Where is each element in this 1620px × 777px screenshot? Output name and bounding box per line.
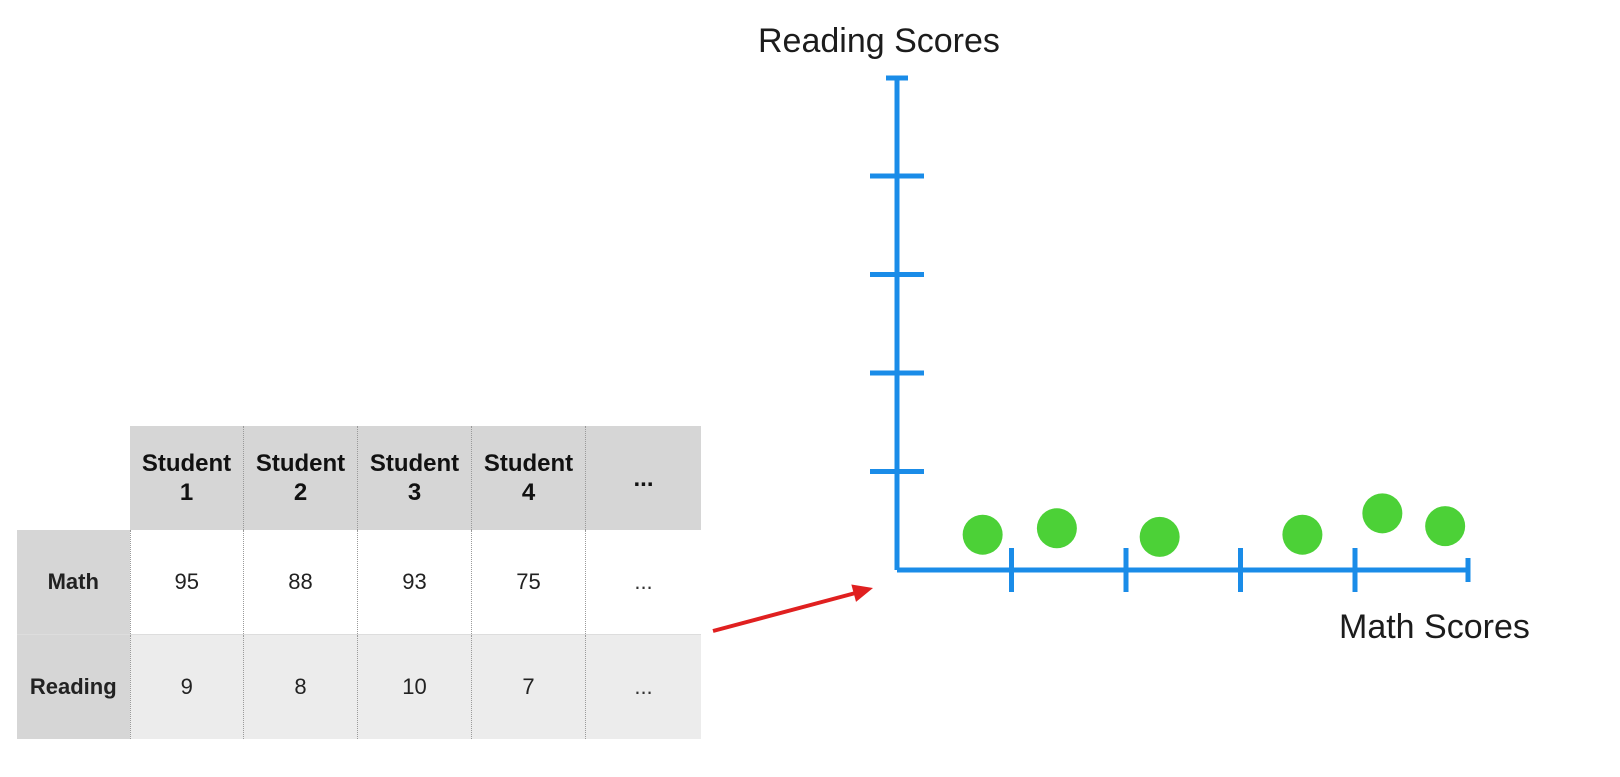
data-table: Student 1 Student 2 Student 3 Student 4 …	[17, 426, 701, 739]
column-header-line: Student	[255, 450, 346, 477]
row-header: Reading	[17, 634, 130, 739]
data-point	[1139, 516, 1180, 557]
column-header: Student 2	[243, 426, 358, 530]
table-cell-more: ...	[585, 530, 701, 635]
row-header: Math	[17, 530, 130, 635]
column-header: Student 1	[130, 426, 244, 530]
column-header-line: 2	[293, 479, 308, 506]
column-header-line: 1	[179, 479, 194, 506]
table-cell: 95	[129, 530, 244, 635]
x-axis-title: Math Scores	[1339, 608, 1530, 646]
column-header-line: Student	[483, 450, 574, 477]
column-header-more: ...	[585, 426, 701, 530]
table-cell: 7	[471, 634, 586, 739]
table-cell: 10	[357, 634, 472, 739]
column-header: Student 3	[357, 426, 472, 530]
table-header-row: Student 1 Student 2 Student 3 Student 4 …	[17, 426, 701, 530]
column-header-line: 3	[407, 479, 422, 506]
column-header-line: 4	[521, 479, 536, 506]
column-header-line: Student	[141, 450, 232, 477]
data-point	[1362, 493, 1403, 534]
data-point	[962, 514, 1003, 555]
table-cell: 93	[357, 530, 472, 635]
data-point	[1425, 506, 1466, 547]
data-point	[1282, 514, 1323, 555]
column-header: Student 4	[471, 426, 586, 530]
mapping-arrow-shaft	[712, 589, 864, 633]
table-cell: 88	[243, 530, 358, 635]
column-header-line: ...	[633, 464, 654, 492]
table-row: Math 95 88 93 75 ...	[17, 530, 701, 635]
table-cell-more: ...	[585, 634, 701, 739]
y-axis-title: Reading Scores	[758, 22, 1000, 60]
table-cell: 75	[471, 530, 586, 635]
table-cell: 8	[243, 634, 358, 739]
column-header-line: Student	[369, 450, 460, 477]
table-cell: 9	[129, 634, 244, 739]
mapping-arrow-head	[851, 584, 873, 602]
table-row: Reading 9 8 10 7 ...	[17, 634, 701, 739]
data-point	[1036, 508, 1077, 549]
table-corner-cell	[17, 426, 130, 530]
